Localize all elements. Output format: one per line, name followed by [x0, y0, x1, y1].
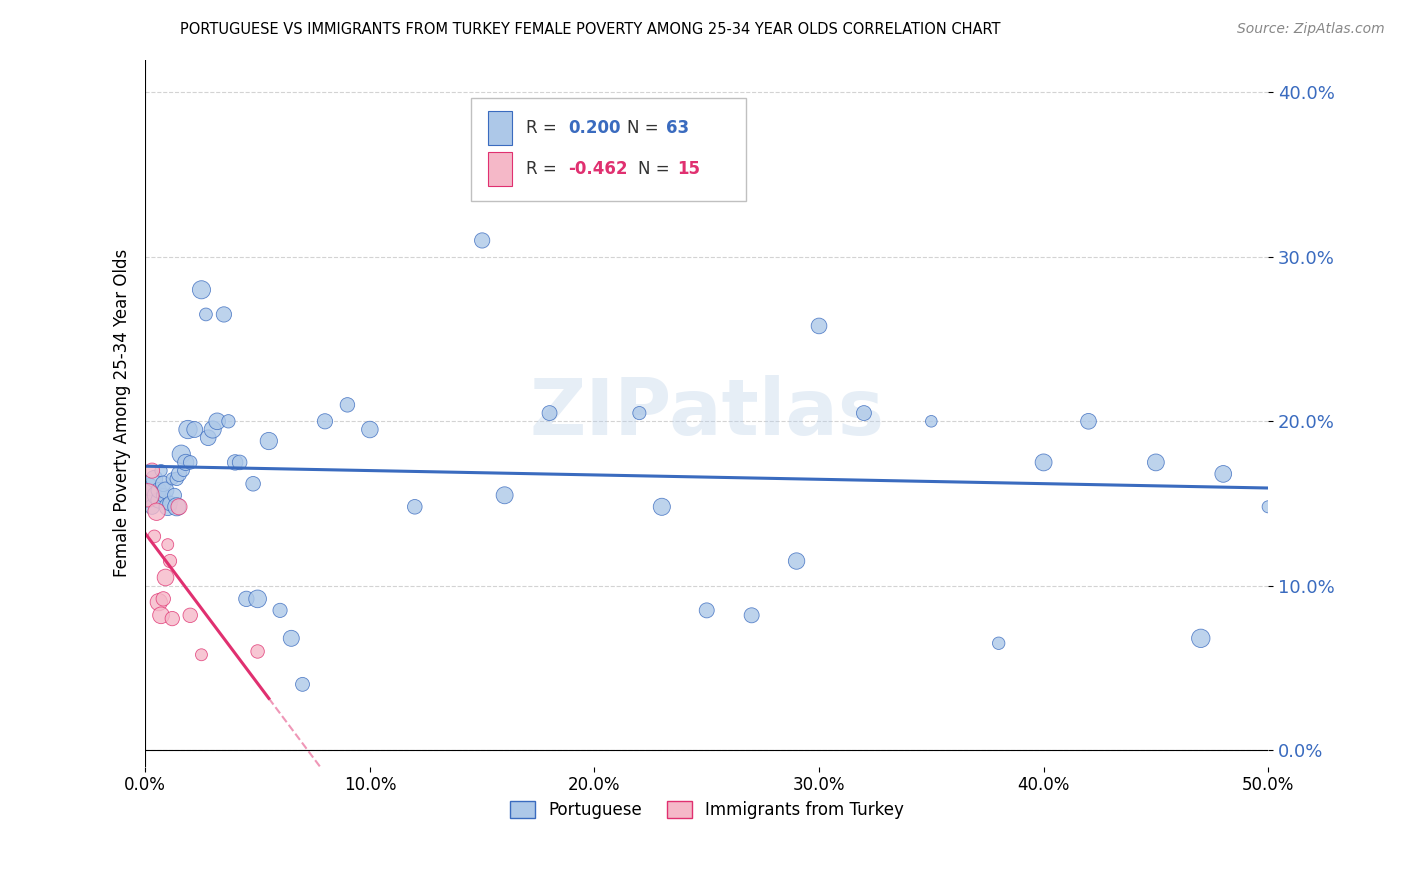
Point	[212, 308, 235, 322]
Bar	[488, 153, 512, 186]
Point	[167, 500, 190, 514]
Point	[145, 505, 167, 519]
Point	[852, 406, 875, 420]
Point	[741, 608, 763, 623]
Point	[167, 467, 190, 481]
Point	[314, 414, 336, 428]
Point	[471, 234, 494, 248]
Point	[148, 493, 170, 508]
Point	[235, 591, 257, 606]
Point	[141, 500, 163, 514]
Point	[179, 608, 201, 623]
Point	[183, 423, 205, 437]
Point	[139, 480, 162, 494]
Point	[190, 648, 212, 662]
Point	[155, 483, 177, 498]
Point	[336, 398, 359, 412]
Point	[166, 500, 188, 514]
Text: Source: ZipAtlas.com: Source: ZipAtlas.com	[1237, 22, 1385, 37]
Text: ZIPatlas: ZIPatlas	[529, 375, 884, 451]
Point	[404, 500, 426, 514]
Point	[143, 472, 166, 486]
Point	[156, 500, 179, 514]
Point	[136, 488, 159, 502]
Point	[920, 414, 942, 428]
Point	[987, 636, 1010, 650]
Point	[224, 455, 246, 469]
Point	[141, 464, 163, 478]
Point	[136, 488, 159, 502]
Legend: Portuguese, Immigrants from Turkey: Portuguese, Immigrants from Turkey	[503, 794, 911, 825]
Text: N =: N =	[638, 161, 675, 178]
Point	[242, 476, 264, 491]
Point	[197, 431, 219, 445]
Point	[179, 455, 201, 469]
Point	[1077, 414, 1099, 428]
Point	[269, 603, 291, 617]
Point	[159, 496, 181, 510]
Point	[628, 406, 651, 420]
Point	[156, 538, 179, 552]
Text: PORTUGUESE VS IMMIGRANTS FROM TURKEY FEMALE POVERTY AMONG 25-34 YEAR OLDS CORREL: PORTUGUESE VS IMMIGRANTS FROM TURKEY FEM…	[180, 22, 1001, 37]
Point	[246, 644, 269, 658]
Point	[152, 488, 174, 502]
Point	[145, 488, 167, 502]
Point	[163, 488, 186, 502]
Point	[494, 488, 516, 502]
Point	[291, 677, 314, 691]
FancyBboxPatch shape	[471, 98, 747, 201]
Point	[538, 406, 561, 420]
Text: N =: N =	[627, 120, 664, 137]
Point	[201, 423, 224, 437]
Point	[143, 529, 166, 543]
Point	[257, 434, 280, 448]
Point	[159, 554, 181, 568]
Point	[1189, 632, 1212, 646]
Text: 0.200: 0.200	[568, 120, 621, 137]
Point	[148, 595, 170, 609]
Text: R =: R =	[526, 120, 562, 137]
Point	[148, 483, 170, 498]
Point	[359, 423, 381, 437]
Point	[1212, 467, 1234, 481]
Point	[1257, 500, 1279, 514]
Point	[152, 476, 174, 491]
Point	[696, 603, 718, 617]
Point	[1032, 455, 1054, 469]
Bar	[488, 112, 512, 145]
Text: R =: R =	[526, 161, 562, 178]
Point	[1144, 455, 1167, 469]
Point	[166, 472, 188, 486]
Point	[150, 608, 173, 623]
Point	[651, 500, 673, 514]
Point	[155, 570, 177, 584]
Point	[583, 143, 606, 157]
Point	[205, 414, 228, 428]
Point	[162, 472, 184, 486]
Point	[174, 455, 197, 469]
Point	[228, 455, 250, 469]
Text: -0.462: -0.462	[568, 161, 628, 178]
Point	[150, 464, 173, 478]
Point	[177, 423, 200, 437]
Point	[217, 414, 239, 428]
Y-axis label: Female Poverty Among 25-34 Year Olds: Female Poverty Among 25-34 Year Olds	[114, 249, 131, 577]
Point	[194, 308, 217, 322]
Point	[786, 554, 808, 568]
Point	[280, 632, 302, 646]
Point	[152, 591, 174, 606]
Point	[808, 318, 831, 333]
Point	[173, 464, 195, 478]
Text: 63: 63	[666, 120, 689, 137]
Point	[170, 447, 193, 461]
Point	[190, 283, 212, 297]
Point	[162, 611, 184, 625]
Text: 15: 15	[678, 161, 700, 178]
Point	[246, 591, 269, 606]
